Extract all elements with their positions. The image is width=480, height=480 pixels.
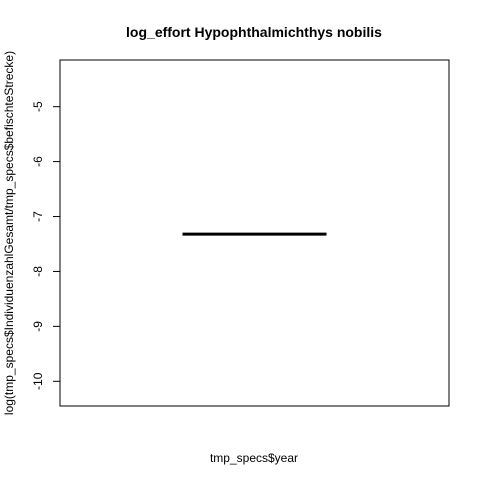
x-axis-label: tmp_specs$year <box>210 451 298 465</box>
y-tick-label: -5 <box>31 101 45 112</box>
y-tick-label: -6 <box>31 156 45 167</box>
chart-title: log_effort Hypophthalmichthys nobilis <box>126 24 382 40</box>
y-axis-label: log(tmp_specs$IndividuenzahlGesamt/tmp_s… <box>2 51 16 415</box>
y-tick-label: -9 <box>31 321 45 332</box>
y-tick-label: -10 <box>31 372 45 390</box>
y-axis: -5 -6 -7 -8 -9 -10 <box>31 101 61 390</box>
y-tick-label: -8 <box>31 266 45 277</box>
y-tick-label: -7 <box>31 211 45 222</box>
